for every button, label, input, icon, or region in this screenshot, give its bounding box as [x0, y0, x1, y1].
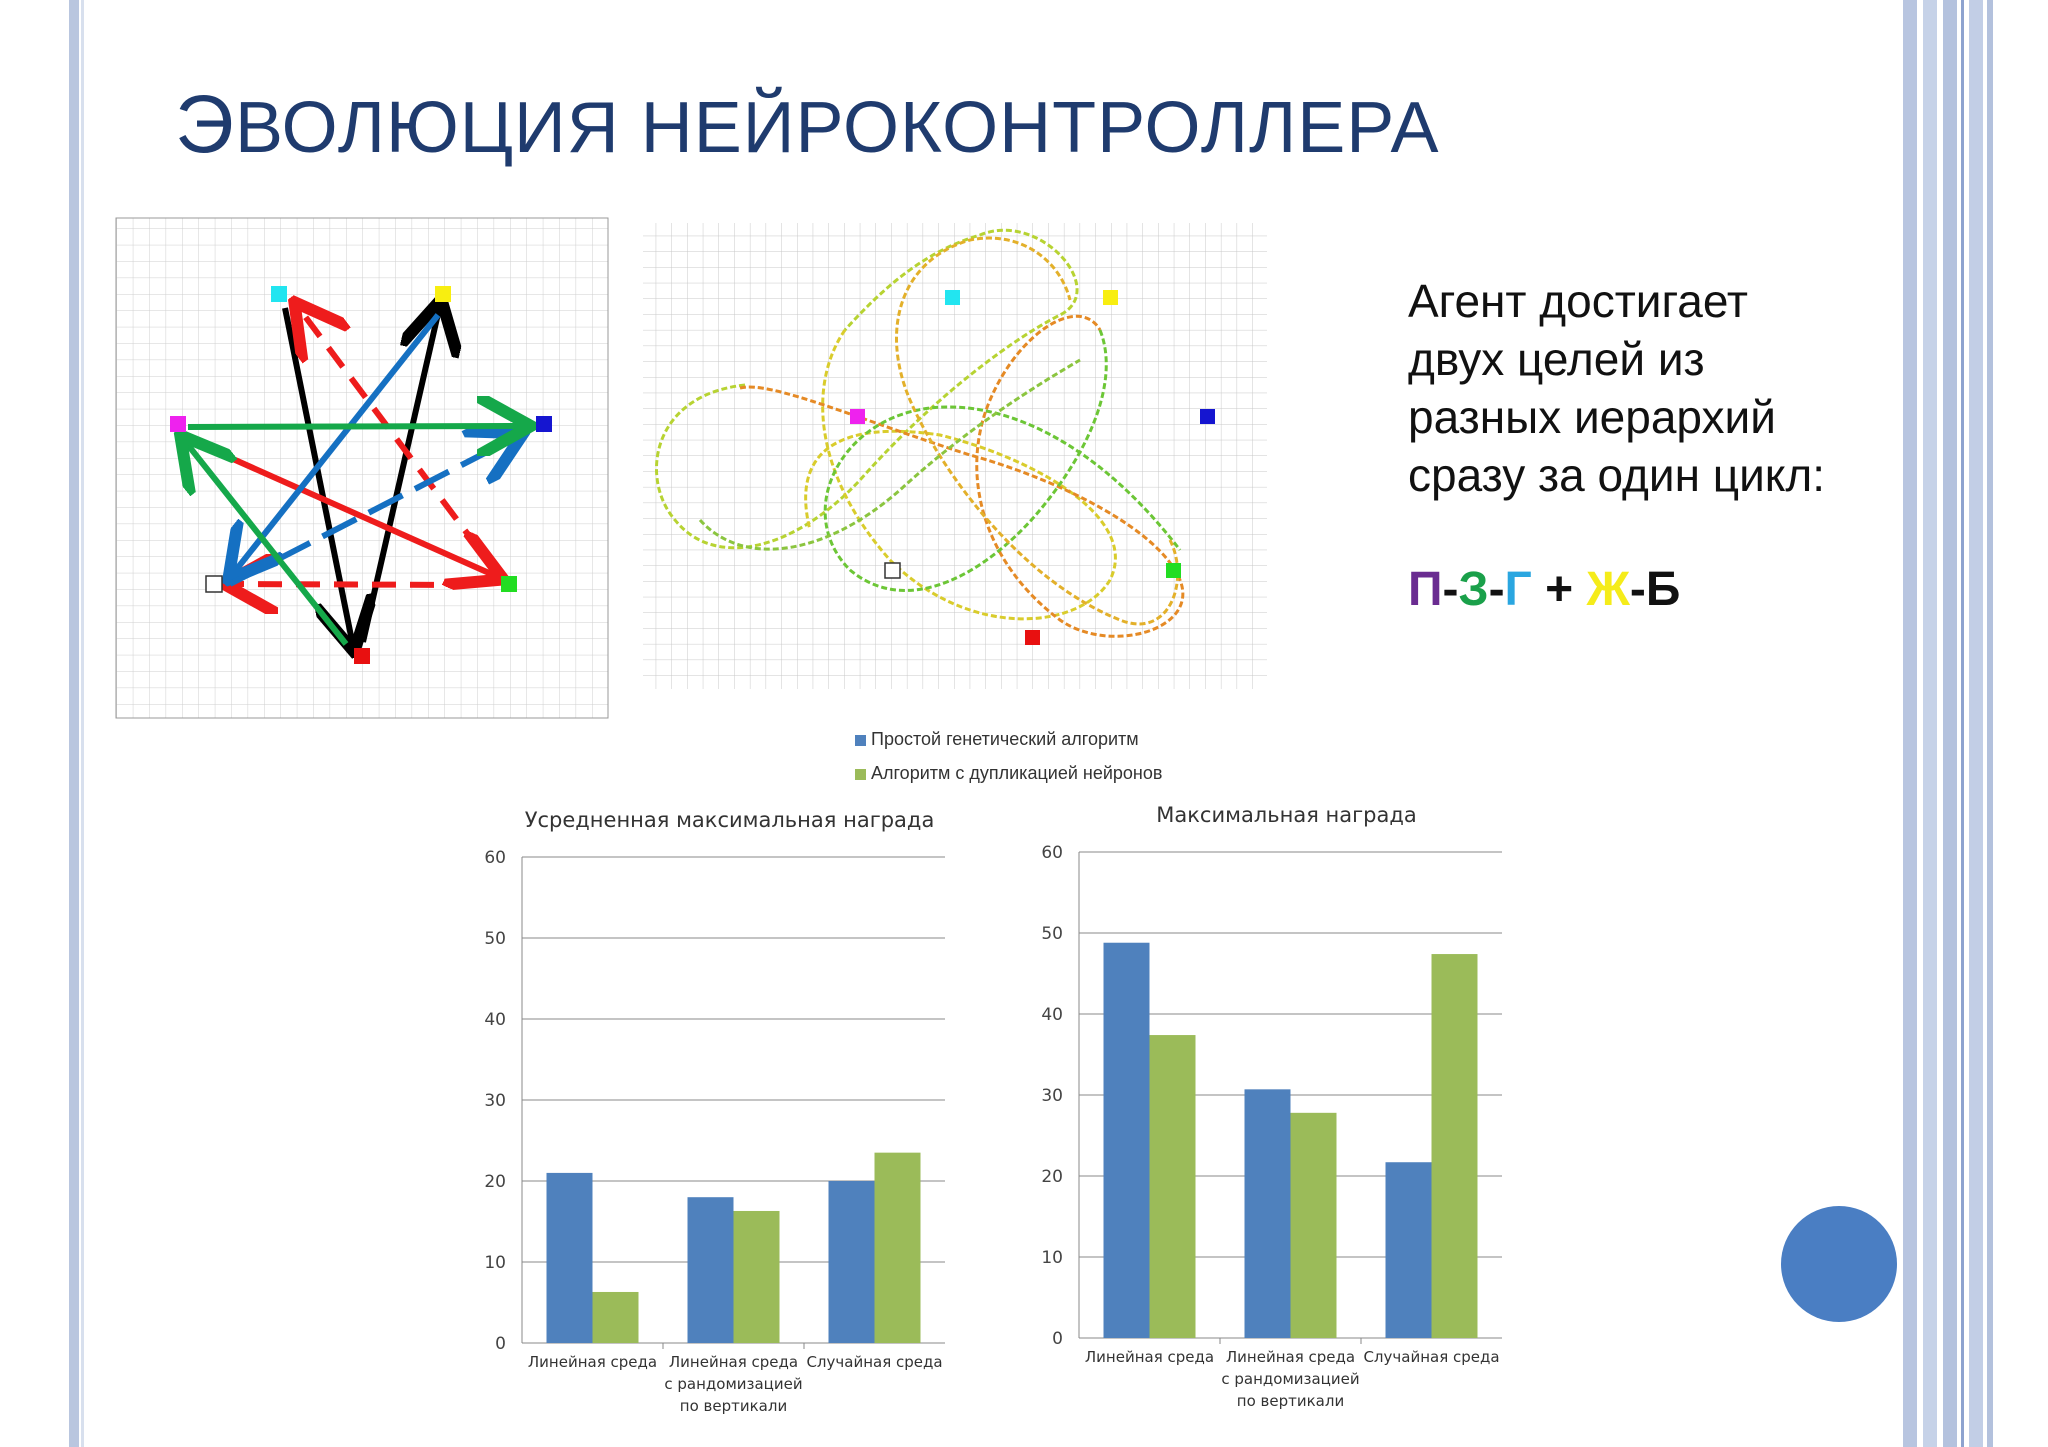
y-tick-label: 50: [1041, 924, 1063, 944]
formula-part: +: [1531, 563, 1587, 616]
navigation-circle-button[interactable]: [1781, 1206, 1897, 1322]
max-reward-chart: Максимальная награда 0 10 20 30 40 50 60 Линейна…: [1041, 803, 1502, 1410]
avg-max-reward-chart: Усредненная максимальная награда 0 10 20 30 4…: [484, 808, 945, 1415]
y-tick-label: 60: [1041, 843, 1063, 863]
left-border-bar: [69, 0, 79, 1447]
red-target: [354, 648, 370, 664]
green-arrow-up: [184, 440, 349, 646]
x-category-label: по вертикали: [680, 1397, 787, 1415]
bar: [733, 1210, 780, 1343]
y-tick-label: 50: [484, 929, 506, 949]
left-border-line: [81, 0, 84, 1447]
y-tick-label: 40: [484, 1010, 506, 1030]
blue-arrow: [232, 313, 441, 575]
x-category-label: с рандомизацией: [1221, 1370, 1359, 1388]
formula-part: Ж: [1586, 563, 1630, 616]
bar: [1149, 1035, 1196, 1338]
bar: [1431, 954, 1478, 1338]
legend-item: Простой генетический алгоритм: [855, 722, 1162, 756]
trajectory-yellow-target: [1103, 290, 1118, 305]
formula-part: З: [1458, 563, 1489, 616]
legend-label: Простой генетический алгоритм: [871, 729, 1139, 749]
chart-title: Усредненная максимальная награда: [525, 808, 935, 832]
x-category-label: по вертикали: [1237, 1392, 1344, 1410]
blue-target: [536, 416, 552, 432]
y-tick-label: 0: [1052, 1329, 1063, 1349]
description-line: сразу за один цикл:: [1408, 449, 1826, 501]
description-text: Агент достигает двух целей из разных иер…: [1408, 272, 1825, 504]
trajectory-cyan-target: [945, 290, 960, 305]
x-category-label: Линейная среда: [528, 1353, 657, 1371]
legend-item: Алгоритм с дупликацией нейронов: [855, 756, 1162, 790]
bar: [1385, 1162, 1432, 1338]
y-tick-label: 20: [484, 1172, 506, 1192]
description-line: Агент достигает: [1408, 275, 1748, 327]
y-tick-label: 20: [1041, 1167, 1063, 1187]
title-first-letter: Э: [175, 79, 235, 170]
y-tick-label: 30: [484, 1091, 506, 1111]
formula-part: П: [1408, 563, 1443, 616]
bar: [1244, 1089, 1291, 1338]
bar: [687, 1197, 734, 1343]
bar: [1290, 1112, 1337, 1338]
description-line: двух целей из: [1408, 333, 1705, 385]
y-tick-label: 10: [484, 1253, 506, 1273]
black-arrow-down: [282, 307, 353, 646]
x-category-label: Случайная среда: [806, 1353, 942, 1371]
formula-part: Б: [1645, 563, 1681, 616]
trajectory-white-target: [884, 562, 901, 579]
y-tick-label: 0: [495, 1334, 506, 1354]
x-category-label: Линейная среда: [1085, 1348, 1214, 1366]
y-tick-label: 60: [484, 848, 506, 868]
white-target: [205, 575, 223, 593]
red-arrow: [186, 436, 498, 577]
x-category-label: с рандомизацией: [664, 1375, 802, 1393]
yellow-target: [435, 286, 451, 302]
description-line: разных иерархий: [1408, 391, 1776, 443]
formula-part: -: [1488, 563, 1505, 616]
goal-formula: П-З-Г + Ж-Б: [1408, 562, 1680, 617]
star-path-diagram: [115, 217, 609, 719]
x-category-label: Линейная среда: [1226, 1348, 1355, 1366]
chart-title: Максимальная награда: [1156, 803, 1417, 827]
trajectory-magenta-target: [850, 409, 865, 424]
legend-swatch-blue: [855, 734, 866, 746]
trajectory-diagram: [643, 223, 1267, 689]
bar: [546, 1172, 593, 1343]
x-category-label: Линейная среда: [669, 1353, 798, 1371]
trajectory-blue-target: [1200, 409, 1215, 424]
x-category-label: Случайная среда: [1363, 1348, 1499, 1366]
y-tick-label: 40: [1041, 1005, 1063, 1025]
bar: [1103, 942, 1150, 1338]
legend-label: Алгоритм с дупликацией нейронов: [871, 763, 1163, 783]
green-target: [501, 576, 517, 592]
cyan-target: [271, 286, 287, 302]
right-decor-panel: [1895, 0, 2048, 1447]
bar: [828, 1181, 875, 1343]
y-tick-label: 30: [1041, 1086, 1063, 1106]
title-rest: ВОЛЮЦИЯ НЕЙРОКОНТРОЛЛЕРА: [234, 88, 1440, 168]
legend-swatch-green: [855, 768, 866, 780]
slide-title: ЭВОЛЮЦИЯ НЕЙРОКОНТРОЛЛЕРА: [175, 78, 1439, 172]
trajectory-red-target: [1025, 630, 1040, 645]
green-arrow-right: [187, 426, 525, 427]
y-tick-label: 10: [1041, 1248, 1063, 1268]
magenta-target: [170, 416, 186, 432]
trajectory-green-target: [1166, 563, 1181, 578]
chart-legend: Простой генетический алгоритм Алгоритм с…: [855, 722, 1162, 790]
formula-part: Г: [1504, 563, 1532, 616]
formula-part: -: [1442, 563, 1459, 616]
formula-part: -: [1629, 563, 1646, 616]
bar: [592, 1291, 639, 1343]
bar: [874, 1152, 921, 1343]
